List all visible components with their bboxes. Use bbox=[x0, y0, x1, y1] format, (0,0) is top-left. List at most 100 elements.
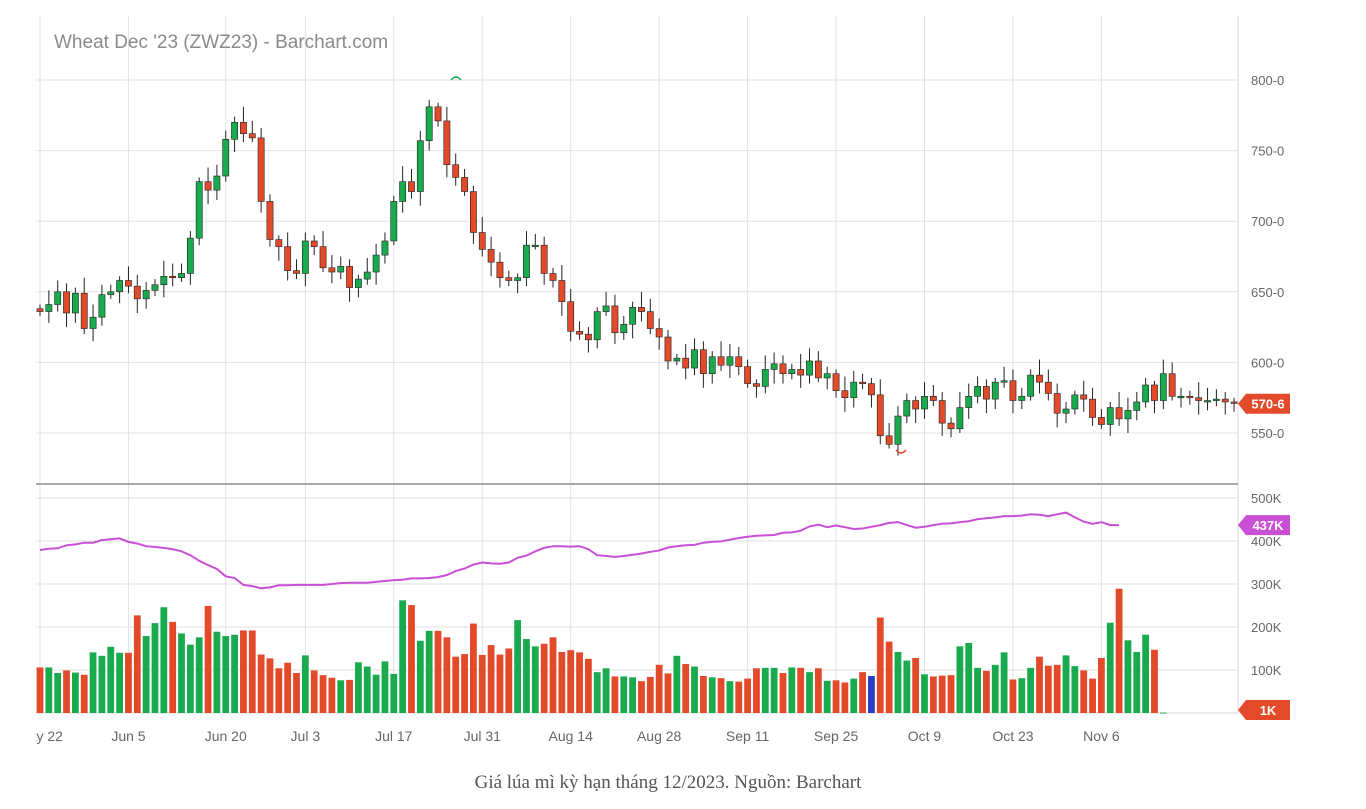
candle-body bbox=[523, 244, 530, 278]
candle bbox=[125, 266, 132, 294]
candle-body bbox=[372, 254, 380, 273]
candle bbox=[71, 287, 79, 323]
candle-body bbox=[540, 244, 548, 274]
candle-body bbox=[71, 292, 79, 314]
candle bbox=[355, 274, 362, 298]
candle-body bbox=[956, 407, 964, 430]
volume-bar bbox=[1053, 664, 1061, 713]
candle-body bbox=[744, 366, 751, 384]
candle bbox=[823, 366, 831, 390]
candle bbox=[584, 327, 592, 353]
last-price-tag-shape bbox=[1238, 393, 1290, 414]
volume-bar bbox=[36, 667, 44, 713]
volume-tick-label: 500K bbox=[1251, 491, 1282, 506]
candle-body bbox=[195, 181, 203, 239]
volume-bar bbox=[310, 670, 318, 713]
candle-body bbox=[240, 122, 247, 134]
volume-bar bbox=[478, 654, 486, 713]
candle bbox=[558, 264, 566, 316]
candle-body bbox=[328, 267, 336, 273]
volume-bar bbox=[983, 670, 990, 713]
candle bbox=[894, 406, 902, 456]
volume-bar bbox=[735, 681, 743, 713]
volume-bar bbox=[938, 675, 946, 713]
candle-body bbox=[337, 266, 345, 273]
candle-body bbox=[151, 284, 159, 291]
candle-body bbox=[567, 301, 575, 332]
volume-bar bbox=[523, 639, 530, 713]
candle bbox=[505, 270, 513, 287]
candle-body bbox=[1142, 384, 1150, 403]
volume-bar bbox=[894, 651, 902, 713]
candle bbox=[452, 153, 460, 186]
candle-body bbox=[434, 106, 442, 122]
candle-body bbox=[965, 395, 973, 408]
candle bbox=[116, 276, 124, 304]
candle-body bbox=[408, 181, 415, 192]
volume-bar bbox=[160, 607, 168, 713]
candle bbox=[363, 257, 371, 285]
candle-body bbox=[797, 369, 805, 376]
candle bbox=[673, 353, 681, 366]
candle-body bbox=[478, 232, 486, 250]
candle-body bbox=[1221, 398, 1229, 403]
candle-body bbox=[425, 106, 433, 142]
volume-bar bbox=[328, 677, 336, 713]
candle-body bbox=[814, 360, 822, 379]
candle bbox=[36, 304, 44, 316]
x-tick-label: Sep 25 bbox=[814, 728, 859, 744]
volume-bar bbox=[974, 667, 981, 713]
candle-body bbox=[1018, 395, 1026, 401]
volume-tick-label: 300K bbox=[1251, 577, 1282, 592]
volume-bar bbox=[797, 667, 805, 713]
candle bbox=[319, 231, 327, 273]
candle-body bbox=[788, 369, 796, 374]
candle-body bbox=[98, 294, 106, 318]
candle-body bbox=[116, 280, 124, 293]
candle bbox=[204, 167, 212, 205]
volume-bar bbox=[744, 678, 751, 713]
x-tick-label: Jun 20 bbox=[205, 728, 247, 744]
volume-bar bbox=[1098, 657, 1105, 713]
candle bbox=[213, 164, 221, 201]
volume-bar bbox=[133, 615, 141, 713]
candle-body bbox=[1151, 384, 1158, 401]
x-tick-label: Sep 11 bbox=[726, 728, 770, 744]
volume-tick-label: 100K bbox=[1251, 663, 1282, 678]
candle-body bbox=[646, 311, 654, 329]
x-tick-label: Oct 9 bbox=[908, 728, 942, 744]
candle bbox=[443, 106, 451, 178]
volume-bar bbox=[1142, 634, 1150, 713]
candle-body bbox=[1106, 407, 1114, 425]
candle bbox=[1142, 377, 1150, 408]
candle bbox=[1018, 387, 1026, 409]
volume-bar bbox=[602, 668, 610, 713]
volume-bar bbox=[708, 677, 716, 713]
candle-body bbox=[1036, 374, 1043, 383]
candle bbox=[567, 288, 575, 342]
volume-bar bbox=[169, 621, 177, 713]
volume-bar bbox=[956, 646, 964, 713]
candle-body bbox=[54, 291, 62, 305]
candle bbox=[381, 232, 389, 264]
candle-body bbox=[319, 246, 327, 269]
candle-body bbox=[381, 240, 389, 256]
candle bbox=[664, 329, 672, 370]
candle bbox=[98, 284, 106, 326]
candle-body bbox=[611, 305, 619, 334]
volume-bar bbox=[664, 673, 672, 713]
candle-body bbox=[558, 280, 566, 302]
candle bbox=[222, 130, 230, 182]
candle-body bbox=[1027, 374, 1035, 397]
candle bbox=[301, 232, 309, 287]
volume-bar bbox=[646, 676, 654, 713]
candle-body bbox=[885, 435, 893, 445]
candle-body bbox=[584, 333, 592, 341]
candle-body bbox=[1133, 401, 1141, 411]
volume-bar bbox=[416, 640, 424, 713]
volume-bar bbox=[151, 623, 159, 713]
candle bbox=[947, 417, 955, 438]
volume-bar bbox=[726, 681, 734, 713]
candle-body bbox=[708, 356, 716, 374]
candle bbox=[531, 233, 539, 250]
